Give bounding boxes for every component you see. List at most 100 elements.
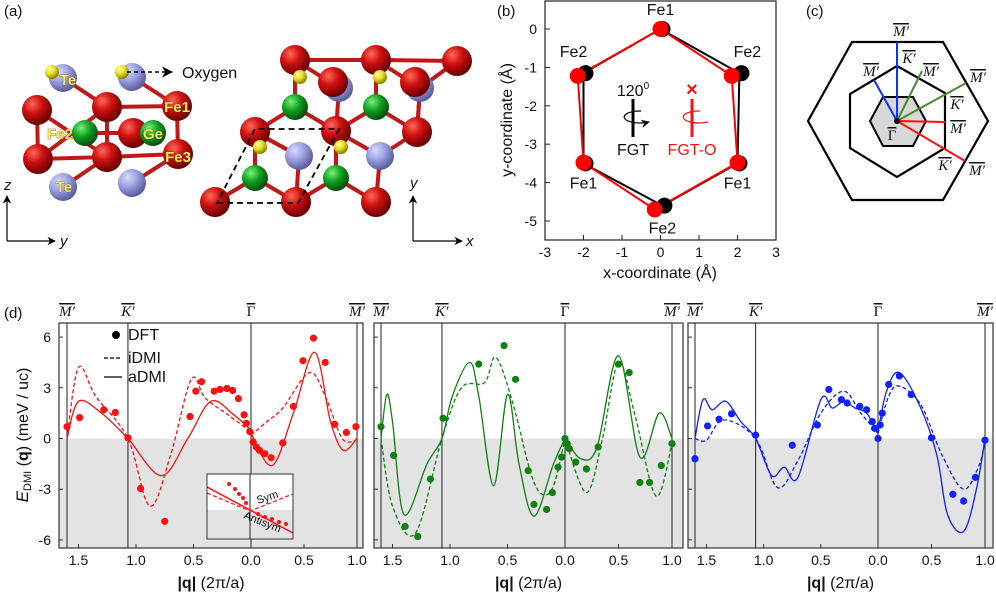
x-tick-label: 1.5	[69, 552, 89, 568]
x-tick-label: 0.5	[294, 552, 314, 568]
label-k-right: K′	[949, 97, 964, 113]
dft-point	[390, 451, 398, 459]
dft-point	[572, 458, 580, 466]
axis-label-x-right: x	[465, 233, 474, 250]
dft-point	[161, 517, 169, 525]
dft-point	[668, 439, 676, 448]
atom-label-ge: Ge	[143, 126, 163, 143]
dft-point	[895, 372, 904, 380]
fe-atom	[240, 117, 270, 147]
x-tick-label: 1.0	[975, 552, 995, 568]
dft-point	[124, 434, 132, 442]
ylabel-symbol: E	[13, 490, 32, 502]
dft-point	[426, 475, 435, 483]
fe-atom	[281, 187, 311, 217]
te-atom	[49, 173, 77, 201]
atom-label: Fe2	[649, 221, 677, 238]
x-tick-label: 1.5	[697, 552, 717, 568]
crystal-structure-panel: Te Fe1 Fe2 Ge Fe3 Te Oxygen z y y x	[2, 45, 474, 250]
y-tick-label: -6	[39, 532, 52, 548]
fe-atom	[280, 45, 310, 75]
dft-point	[636, 478, 644, 487]
axis-label-y: y	[59, 233, 69, 250]
atom-point-fgt-o	[729, 154, 746, 171]
legend-dft-marker	[112, 331, 120, 339]
fe-atom	[402, 117, 432, 147]
idmi-curve-left	[694, 390, 879, 489]
x-axis-label: x-coordinate (Å)	[603, 263, 717, 282]
dft-point	[728, 410, 736, 418]
fe-atom	[442, 46, 472, 76]
ge-atom	[282, 94, 308, 120]
inset-dft-point	[270, 517, 274, 521]
dft-point	[242, 419, 250, 427]
x-axis-label: |q| (2π/a)	[807, 575, 874, 592]
dft-point	[614, 360, 623, 368]
inset-dft-point	[277, 520, 281, 524]
ylabel-subscript: DMI	[22, 471, 34, 491]
dft-point	[582, 465, 591, 473]
dft-point	[862, 406, 871, 414]
inset-dft-point	[256, 512, 260, 516]
label-m-left: M′	[862, 64, 879, 80]
dft-point	[645, 478, 654, 487]
dft-point	[868, 418, 876, 426]
xlabel-q: |q|	[807, 575, 826, 592]
dft-point	[885, 380, 893, 389]
y-tick-label: -4	[525, 175, 538, 191]
dft-point	[100, 406, 108, 414]
fe-atom	[22, 95, 52, 125]
atom-label-fe3: Fe3	[165, 149, 191, 166]
atom-label-te-top: Te	[60, 72, 76, 89]
fgto-label: FGT-O	[668, 142, 717, 159]
dft-point	[874, 434, 882, 443]
rotation-value: 120	[617, 83, 644, 100]
dft-point	[186, 412, 194, 421]
dft-point	[715, 415, 723, 423]
atom-point-fgt-o	[646, 201, 663, 218]
x-tick-label: 0	[657, 244, 665, 260]
inset-dft-point	[227, 482, 231, 486]
dft-point	[960, 497, 968, 505]
dft-point	[216, 385, 224, 394]
high-symmetry-label: M′	[372, 304, 389, 320]
dft-point	[197, 378, 206, 386]
fe-atom	[92, 92, 122, 122]
idmi-curve-right	[250, 371, 358, 443]
dft-point	[267, 454, 275, 462]
atom-label-fe2: Fe2	[47, 126, 73, 143]
atom-label: Fe2	[734, 44, 762, 61]
dmi-subplot-2: M′ K′ Γ M′ 1.5 1.0 0.5 0.0 0.5 1.0 |q| (2π/a)	[372, 304, 684, 592]
dft-point	[856, 402, 864, 410]
x-tick-label: 0.5	[811, 552, 831, 568]
oxygen-atom	[115, 65, 129, 79]
fgto-rotation-arrow-icon	[682, 110, 709, 124]
x-tick-label: 3	[772, 244, 780, 260]
axis-label-y-right: y	[409, 175, 419, 192]
fe-atom	[163, 139, 193, 169]
xlabel-units: (2π/a)	[830, 575, 874, 592]
idmi-curve-right	[564, 361, 673, 497]
dft-point	[557, 453, 566, 461]
dft-point	[137, 484, 145, 493]
idmi-curve-left	[66, 365, 252, 507]
x-tick-label: 1	[695, 244, 703, 260]
q-path-line	[896, 70, 923, 122]
dft-point	[352, 423, 360, 431]
y-tick-label: 6	[43, 329, 51, 345]
dft-point	[625, 368, 633, 377]
xlabel-q: |q|	[495, 575, 514, 592]
plot-frame	[687, 322, 994, 549]
oxygen-atom	[293, 70, 307, 84]
atom-label: Fe1	[570, 175, 598, 192]
dft-point	[210, 387, 218, 395]
dmi-subplot-3: M′ K′ Γ M′ 1.5 1.0 0.5 0.0 0.5 1.0 |q| (2π/a)	[686, 304, 995, 592]
dft-point	[261, 450, 269, 458]
inset-dft-point	[263, 515, 267, 519]
broken-symmetry-mark: ×	[686, 79, 698, 101]
fe-hexagon-plot: 1200 FGT × FGT-O -3 -2 -1 0 1 2 30-1-2-3-4-5x-…	[497, 0, 780, 282]
x-tick-label: 0.0	[241, 552, 261, 568]
inset-dft-point	[244, 501, 248, 505]
panel-label-b: (b)	[497, 3, 515, 20]
oxygen-label: Oxygen	[182, 65, 237, 82]
